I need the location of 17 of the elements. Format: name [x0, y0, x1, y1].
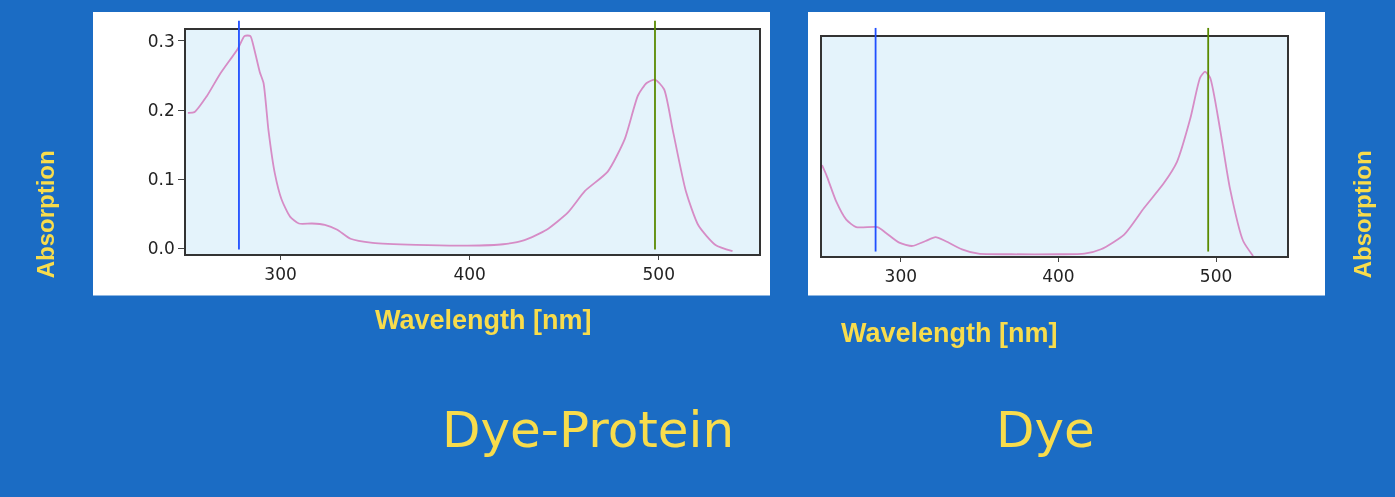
y-tick-label: 0.0: [147, 238, 175, 259]
text: Dye-Protein: [442, 401, 735, 459]
x-axis-title: Wavelength [nm]: [841, 318, 1058, 348]
y-tick-label: 0.2: [147, 99, 175, 120]
x-tick-label: 500: [642, 264, 675, 285]
x-tick-label: 400: [453, 264, 486, 285]
line-series: [186, 34, 734, 253]
text: Dye: [996, 401, 1095, 459]
x-tick-label: 300: [264, 264, 297, 285]
x-tick-label: 400: [1042, 266, 1075, 287]
y-axis-title: Absorption: [1348, 150, 1376, 279]
x-tick-label: 300: [884, 266, 918, 287]
y-tick-label: 0.1: [147, 169, 175, 190]
x-axis-title: Wavelength [nm]: [375, 305, 592, 335]
y-axis-title: Absorption: [31, 150, 59, 279]
y-tick-label: 0.3: [147, 30, 175, 51]
x-tick-label: 500: [1199, 266, 1233, 287]
